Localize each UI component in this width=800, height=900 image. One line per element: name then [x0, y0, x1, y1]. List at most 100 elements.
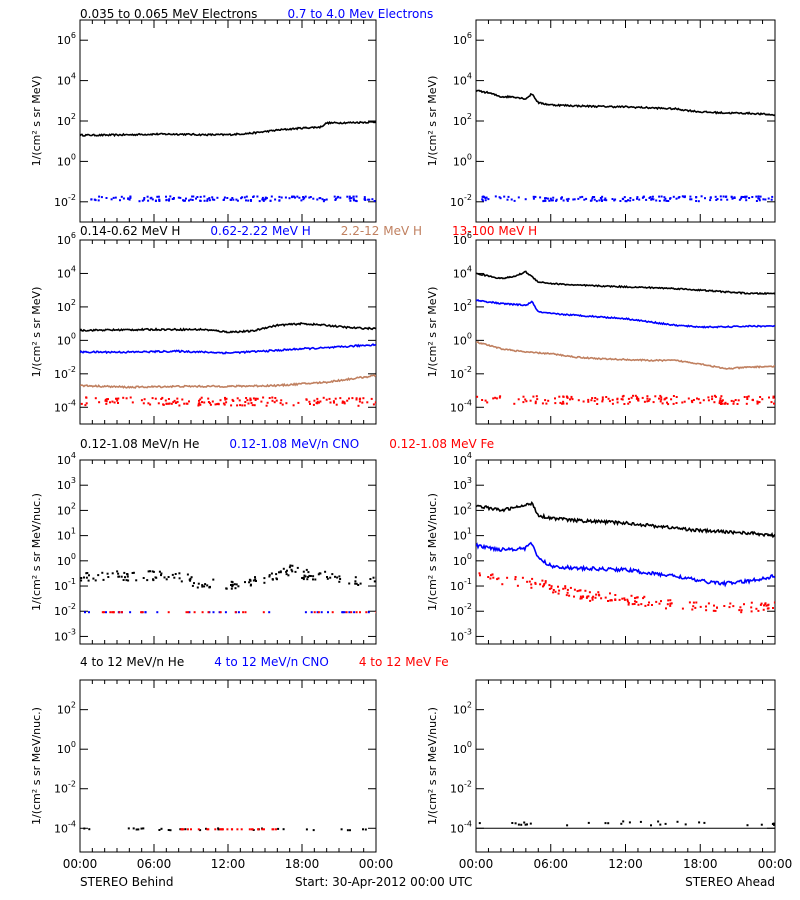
series-point — [339, 578, 342, 580]
series-point — [182, 199, 185, 202]
y-tick-label: 10-2 — [450, 780, 472, 796]
series-point — [331, 611, 334, 614]
series-point — [718, 402, 721, 405]
title-part: 0.12-1.08 MeV/n He — [80, 437, 199, 451]
series-point — [312, 403, 315, 406]
series-point — [565, 198, 568, 201]
series-point — [663, 199, 666, 202]
series-point — [514, 576, 517, 578]
series-point — [760, 602, 763, 605]
series-point — [308, 574, 311, 577]
series-point — [548, 199, 551, 202]
y-tick-base: 10 — [453, 555, 467, 568]
series-point — [343, 401, 346, 404]
series-point — [750, 610, 753, 613]
y-axis-label: 1/(cm² s sr MeV/nuc.) — [426, 707, 439, 825]
series-point — [660, 398, 663, 401]
series-point — [594, 397, 597, 399]
series-point — [545, 402, 548, 405]
series-point — [588, 591, 591, 594]
series-point — [654, 395, 657, 398]
series-point — [640, 603, 643, 606]
y-tick-label: 10-4 — [450, 819, 472, 835]
y-tick-base: 10 — [453, 155, 467, 168]
series-point — [333, 401, 335, 404]
series-point — [252, 579, 255, 582]
series-point — [548, 584, 551, 587]
series-point — [271, 399, 274, 402]
series-point — [236, 397, 239, 400]
series-point — [303, 196, 306, 199]
series-point — [351, 397, 354, 400]
series-point — [707, 602, 710, 605]
series-point — [766, 604, 769, 607]
series-layer — [476, 820, 775, 829]
series-point — [481, 199, 484, 202]
series-point — [619, 200, 622, 202]
series-point — [659, 394, 662, 397]
series-point — [225, 401, 228, 404]
series-point — [737, 399, 740, 402]
series-point — [534, 402, 537, 405]
series-point — [191, 195, 194, 198]
series-point — [199, 403, 202, 406]
series-point — [562, 395, 565, 398]
series-point — [119, 199, 121, 202]
series-point — [587, 400, 590, 403]
series-point — [162, 403, 165, 406]
series-point — [241, 404, 244, 407]
series-point — [312, 575, 315, 578]
y-tick-exp: 0 — [467, 331, 472, 340]
series-point — [87, 579, 90, 582]
series-point — [151, 570, 154, 573]
series-point — [543, 583, 546, 585]
series-point — [197, 828, 200, 831]
series-point — [552, 589, 555, 591]
series-point — [256, 195, 259, 198]
series-point — [329, 576, 332, 579]
series-point — [579, 196, 582, 199]
series-point — [348, 611, 351, 614]
series-point — [149, 403, 152, 406]
series-point — [585, 197, 588, 200]
series-point — [199, 829, 202, 832]
series-point — [564, 585, 567, 588]
series-point — [663, 196, 666, 199]
y-tick-label: 102 — [57, 298, 76, 314]
series-point — [577, 197, 580, 200]
series-point — [498, 396, 501, 399]
series-point — [140, 827, 143, 830]
y-tick-exp: -2 — [464, 193, 472, 202]
y-tick-exp: 3 — [467, 476, 472, 485]
series-point — [687, 397, 690, 400]
series-point — [254, 397, 257, 400]
series-point — [696, 397, 698, 400]
series-point — [665, 607, 667, 610]
series-point — [544, 580, 547, 583]
series-point — [334, 397, 337, 400]
series-point — [643, 595, 646, 598]
series-point — [730, 196, 733, 199]
series-point — [172, 197, 175, 199]
series-point — [773, 823, 775, 826]
y-tick-base: 10 — [453, 334, 467, 347]
series-point — [657, 820, 660, 823]
series-point — [634, 600, 636, 603]
series-point — [627, 601, 630, 604]
title-part: 0.12-1.08 MeV/n CNO — [229, 437, 359, 451]
y-tick-base: 10 — [453, 479, 467, 492]
series-point — [707, 396, 710, 399]
series-point — [122, 579, 125, 581]
title-part: 0.7 to 4.0 Mev Electrons — [287, 7, 433, 21]
series-point — [352, 195, 355, 198]
series-point — [578, 589, 581, 592]
series-point — [530, 583, 533, 586]
series-point — [154, 576, 157, 579]
series-point — [373, 580, 376, 583]
series-point — [755, 607, 758, 610]
series-point — [341, 611, 344, 614]
series-point — [160, 398, 163, 400]
series-point — [88, 574, 90, 577]
series-point — [630, 594, 633, 597]
